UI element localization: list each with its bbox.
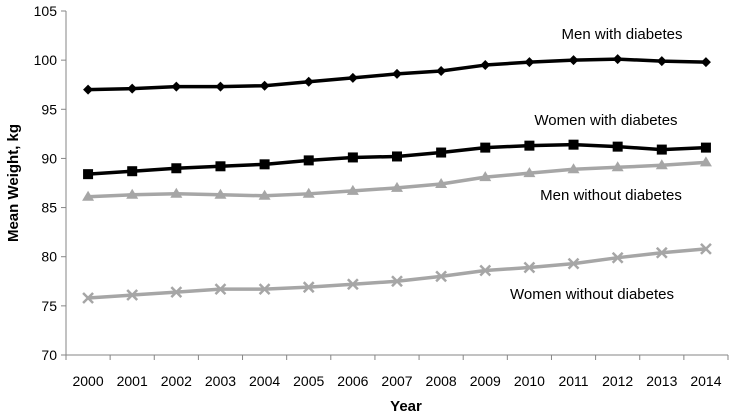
data-point <box>524 140 535 151</box>
data-point <box>655 159 668 170</box>
data-point <box>700 57 711 68</box>
x-tick-label: 2003 <box>205 373 236 389</box>
data-point <box>480 142 491 153</box>
data-point <box>258 189 271 200</box>
y-tick-label: 80 <box>41 249 57 265</box>
y-axis: 70 75 80 85 90 95 100 105 <box>34 3 67 363</box>
data-point <box>392 151 402 162</box>
data-point <box>302 187 315 198</box>
data-point <box>611 161 624 172</box>
x-axis-title: Year <box>390 398 422 415</box>
data-point <box>392 68 402 79</box>
data-point <box>214 188 227 199</box>
data-point <box>259 80 270 91</box>
data-point <box>699 156 712 167</box>
data-point <box>258 283 271 296</box>
data-point <box>435 270 448 283</box>
y-tick-label: 95 <box>41 101 57 117</box>
data-point <box>303 76 314 87</box>
x-tick-label: 2004 <box>249 373 280 389</box>
x-tick-label: 2013 <box>646 373 677 389</box>
series-men-with-diabetes <box>83 54 711 95</box>
x-tick-label: 2014 <box>690 373 721 389</box>
x-tick-label: 2006 <box>337 373 368 389</box>
data-point <box>82 190 95 201</box>
data-point <box>126 289 139 301</box>
x-tick-label: 2012 <box>602 373 633 389</box>
data-point <box>656 56 667 67</box>
data-point <box>479 264 492 277</box>
data-point <box>303 155 314 166</box>
data-point <box>215 81 226 92</box>
series-label: Women with diabetes <box>534 112 677 129</box>
data-point <box>480 60 491 71</box>
data-point <box>302 281 315 294</box>
x-tick-label: 2007 <box>381 373 412 389</box>
data-point <box>83 84 94 95</box>
data-point <box>82 292 94 304</box>
data-point <box>612 141 623 152</box>
series-women-with-diabetes <box>83 139 711 180</box>
series-women-without-diabetes <box>82 242 712 304</box>
x-tick-label: 2005 <box>293 373 324 389</box>
data-point <box>347 152 358 163</box>
y-tick-label: 105 <box>34 3 58 19</box>
series-labels: Men with diabetes Women with diabetes Men … <box>510 26 682 303</box>
data-point <box>524 57 535 68</box>
data-point <box>479 171 492 182</box>
data-point <box>127 166 138 177</box>
data-point <box>214 283 227 296</box>
x-tick-label: 2009 <box>470 373 501 389</box>
data-point <box>391 275 403 288</box>
x-tick-label: 2000 <box>72 373 103 389</box>
data-point <box>346 278 359 291</box>
data-point <box>170 286 183 298</box>
x-axis: 2000 2001 2002 2003 2004 2005 2006 2007 2008 2009… <box>65 354 729 389</box>
y-axis-title: Mean Weight, kg <box>5 124 22 242</box>
series-layer <box>82 54 712 304</box>
data-point <box>435 177 448 188</box>
data-point <box>170 187 183 198</box>
data-point <box>436 147 447 158</box>
data-point <box>611 251 624 264</box>
y-tick-label: 90 <box>41 150 57 166</box>
data-point <box>523 167 536 178</box>
y-tick-label: 70 <box>41 347 57 363</box>
data-point <box>612 54 623 65</box>
series-label: Men with diabetes <box>562 26 683 43</box>
data-point <box>215 161 226 172</box>
data-point <box>346 184 359 195</box>
series-label: Women without diabetes <box>510 286 674 303</box>
data-point <box>568 139 579 150</box>
y-tick-label: 75 <box>41 298 57 314</box>
data-point <box>655 246 668 259</box>
x-tick-label: 2011 <box>558 373 588 389</box>
data-point <box>171 163 182 174</box>
series-label: Men without diabetes <box>540 187 682 204</box>
y-tick-label: 85 <box>41 200 57 216</box>
data-point <box>656 144 667 155</box>
y-tick-label: 100 <box>34 52 58 68</box>
x-tick-label: 2010 <box>514 373 545 389</box>
data-point <box>259 159 270 170</box>
data-point <box>700 142 711 153</box>
data-point <box>567 257 580 270</box>
data-point <box>436 65 447 76</box>
data-point <box>83 169 94 180</box>
x-tick-label: 2002 <box>161 373 192 389</box>
data-point <box>568 55 579 66</box>
data-point <box>171 81 182 92</box>
data-point <box>126 188 139 199</box>
x-tick-label: 2008 <box>426 373 457 389</box>
series-men-without-diabetes <box>82 156 712 201</box>
data-point <box>700 242 712 255</box>
data-point <box>567 163 580 174</box>
x-tick-label: 2001 <box>117 373 148 389</box>
data-point <box>391 181 403 192</box>
data-point <box>347 72 358 83</box>
data-point <box>523 261 536 274</box>
data-point <box>127 83 138 94</box>
